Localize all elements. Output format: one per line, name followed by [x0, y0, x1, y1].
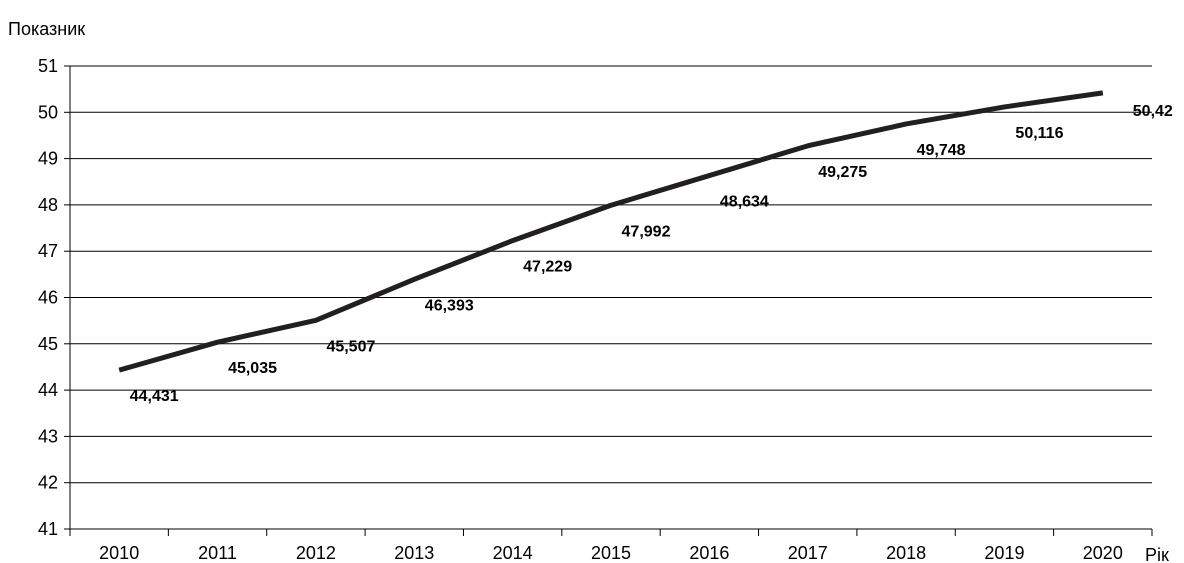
x-tick-label-2016: 2016 [689, 543, 729, 563]
data-label-2013: 46,393 [425, 297, 474, 314]
x-tick-label-2010: 2010 [99, 543, 139, 563]
y-tick-label: 43 [38, 426, 58, 446]
x-tick-label-2011: 2011 [198, 543, 237, 563]
y-tick-label: 44 [38, 380, 58, 400]
data-label-2019: 50,116 [1015, 125, 1063, 142]
data-label-2017: 49,275 [818, 164, 867, 181]
gridlines [70, 65, 1152, 530]
x-axis-title: Рік [1145, 545, 1169, 563]
y-tick-label: 48 [38, 195, 58, 215]
data-label-2018: 49,748 [917, 142, 966, 159]
series-group [118, 90, 1104, 373]
data-label-2020: 50,42 [1133, 103, 1173, 120]
data-label-2010: 44,431 [130, 388, 179, 405]
data-labels: 44,431 45,035 45,507 46,393 47,229 47,992 48,6… [130, 103, 1173, 405]
data-label-2014: 47,229 [523, 259, 572, 276]
x-tick-label-2015: 2015 [591, 543, 631, 563]
x-tick-label-2019: 2019 [984, 543, 1024, 563]
y-tick-label: 41 [38, 519, 58, 539]
y-tick-label: 47 [38, 241, 58, 261]
y-tick-label: 49 [38, 149, 58, 169]
series-line-0 [118, 90, 1104, 373]
data-label-2011: 45,035 [228, 360, 277, 377]
x-tick-label-2018: 2018 [886, 543, 926, 563]
y-axis: 41 42 43 44 45 46 47 48 49 50 51 [38, 56, 71, 539]
y-tick-label: 50 [38, 102, 58, 122]
x-tick-label-2017: 2017 [788, 543, 828, 563]
data-label-2015: 47,992 [622, 223, 671, 240]
x-tick-label-2013: 2013 [394, 543, 434, 563]
y-tick-label: 45 [38, 334, 58, 354]
y-axis-title: Показник [8, 19, 85, 39]
y-tick-label: 46 [38, 288, 58, 308]
x-tick-label-2014: 2014 [493, 543, 533, 563]
data-label-2016: 48,634 [720, 194, 769, 211]
x-axis: 2010 2011 2012 2013 2014 2015 2016 2017 2018 2019… [69, 528, 1153, 563]
data-label-2012: 45,507 [326, 338, 375, 355]
y-tick-label: 51 [38, 56, 58, 76]
x-tick-label-2012: 2012 [296, 543, 336, 563]
y-tick-label: 42 [38, 473, 58, 493]
x-tick-label-2020: 2020 [1083, 543, 1123, 563]
